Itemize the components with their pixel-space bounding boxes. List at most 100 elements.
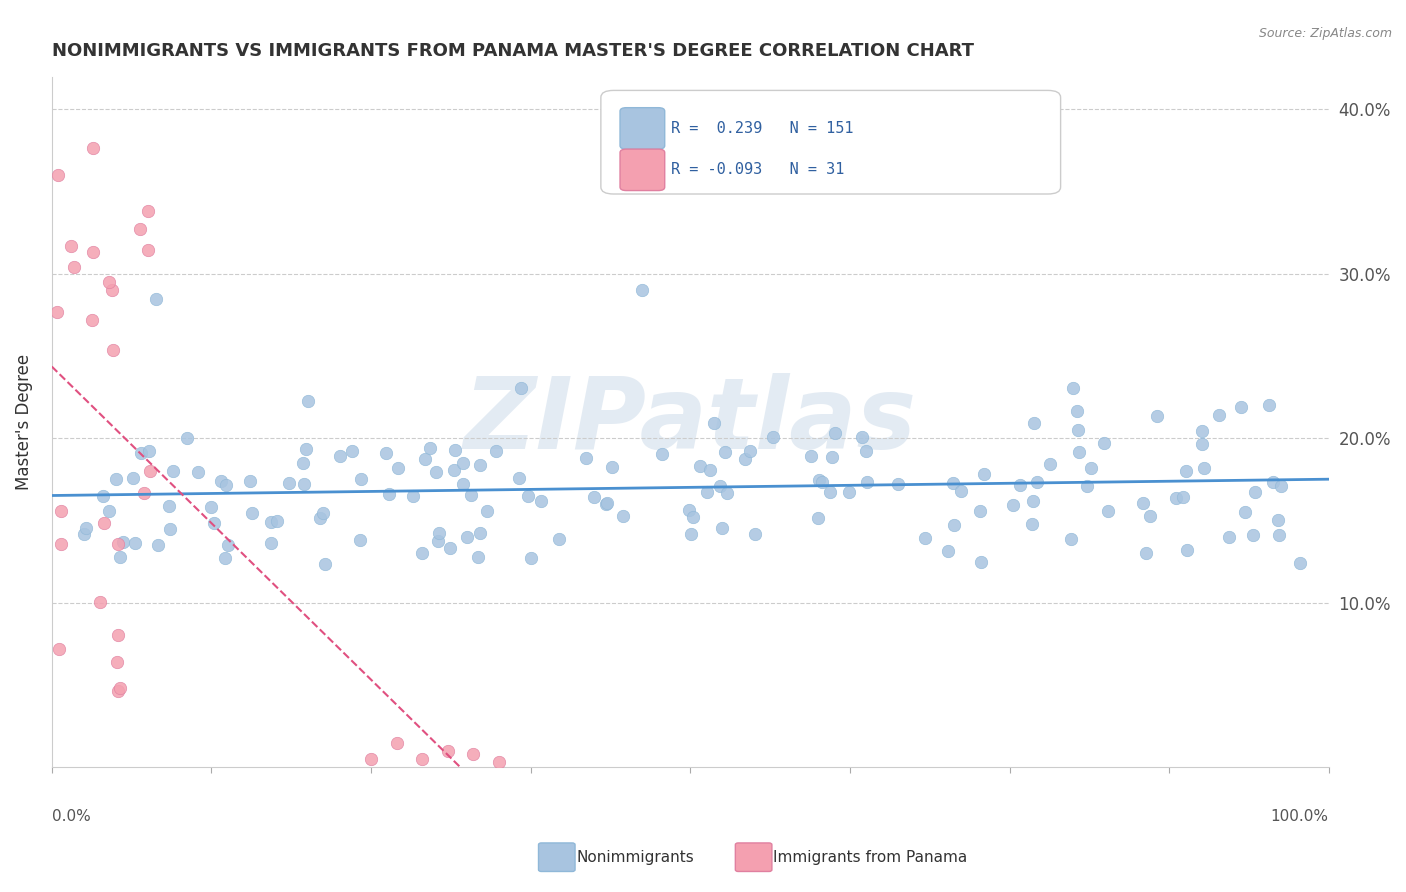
Point xyxy=(1060,532,1083,546)
Point xyxy=(266,514,288,528)
Point xyxy=(93,516,115,530)
Point xyxy=(314,557,336,571)
Point xyxy=(329,449,352,463)
Point xyxy=(679,527,702,541)
Point xyxy=(453,456,475,470)
Point xyxy=(1191,437,1213,451)
Point xyxy=(294,476,316,491)
Point xyxy=(51,537,73,551)
Point xyxy=(460,488,482,502)
Point xyxy=(703,416,725,430)
Point xyxy=(427,526,450,541)
Point xyxy=(145,292,167,306)
Point xyxy=(1008,477,1031,491)
Point xyxy=(1192,460,1215,475)
Point xyxy=(470,458,492,472)
Point xyxy=(375,446,398,460)
Point xyxy=(520,550,543,565)
Point xyxy=(419,441,441,455)
Point xyxy=(1174,464,1197,478)
Point xyxy=(575,451,598,466)
Point xyxy=(214,550,236,565)
Point xyxy=(443,463,465,477)
Text: 0.0%: 0.0% xyxy=(52,809,90,823)
Point xyxy=(678,503,700,517)
Point xyxy=(75,521,97,535)
Point xyxy=(651,447,673,461)
Point xyxy=(162,464,184,478)
Point xyxy=(1241,527,1264,541)
Point xyxy=(439,541,461,556)
Point xyxy=(1135,546,1157,560)
Point xyxy=(360,752,382,766)
Point xyxy=(387,461,409,475)
Point xyxy=(1002,498,1025,512)
Point xyxy=(887,476,910,491)
Point xyxy=(240,506,263,520)
Point xyxy=(295,442,318,457)
Point xyxy=(738,443,761,458)
Point xyxy=(259,515,281,529)
Point xyxy=(709,479,731,493)
Point xyxy=(101,343,124,357)
Point xyxy=(936,544,959,558)
Point xyxy=(108,550,131,565)
Point xyxy=(818,484,841,499)
Point xyxy=(146,538,169,552)
Point xyxy=(107,628,129,642)
Point xyxy=(176,431,198,445)
Point xyxy=(111,534,134,549)
Point xyxy=(187,465,209,479)
Point xyxy=(215,478,238,492)
Point xyxy=(714,444,737,458)
Point xyxy=(467,550,489,565)
Text: Immigrants from Panama: Immigrants from Panama xyxy=(773,850,967,864)
Point xyxy=(547,532,569,546)
Point xyxy=(468,525,491,540)
Point xyxy=(973,467,995,481)
Y-axis label: Master's Degree: Master's Degree xyxy=(15,354,32,490)
Text: Nonimmigrants: Nonimmigrants xyxy=(576,850,695,864)
Point xyxy=(82,245,104,260)
Point xyxy=(297,393,319,408)
Point xyxy=(456,530,478,544)
Point xyxy=(217,538,239,552)
Point xyxy=(696,484,718,499)
Point xyxy=(744,526,766,541)
Point xyxy=(138,444,160,458)
Point xyxy=(1263,475,1285,490)
Point xyxy=(1267,527,1289,541)
Point xyxy=(734,451,756,466)
Point xyxy=(1062,381,1084,395)
Text: ZIPatlas: ZIPatlas xyxy=(464,374,917,470)
Point xyxy=(1267,513,1289,527)
Point xyxy=(122,471,145,485)
Point xyxy=(602,460,624,475)
Point xyxy=(807,473,830,487)
Point xyxy=(484,444,506,458)
Point xyxy=(239,475,262,489)
Point xyxy=(200,500,222,515)
Point xyxy=(100,284,122,298)
Point xyxy=(1067,423,1090,437)
Point xyxy=(583,490,606,504)
Point xyxy=(385,736,408,750)
Point xyxy=(309,511,332,525)
Point xyxy=(1234,505,1257,519)
Point xyxy=(477,504,499,518)
Point xyxy=(105,655,128,669)
FancyBboxPatch shape xyxy=(620,108,665,149)
Point xyxy=(451,477,474,491)
Point xyxy=(136,203,159,218)
Point xyxy=(530,494,553,508)
Point xyxy=(949,483,972,498)
Point xyxy=(46,305,69,319)
Point xyxy=(851,430,873,444)
Point xyxy=(129,445,152,459)
Point xyxy=(969,504,991,518)
Point xyxy=(689,459,711,474)
Point xyxy=(1097,504,1119,518)
Point xyxy=(48,641,70,656)
Point xyxy=(1021,517,1043,532)
Point xyxy=(291,456,314,470)
